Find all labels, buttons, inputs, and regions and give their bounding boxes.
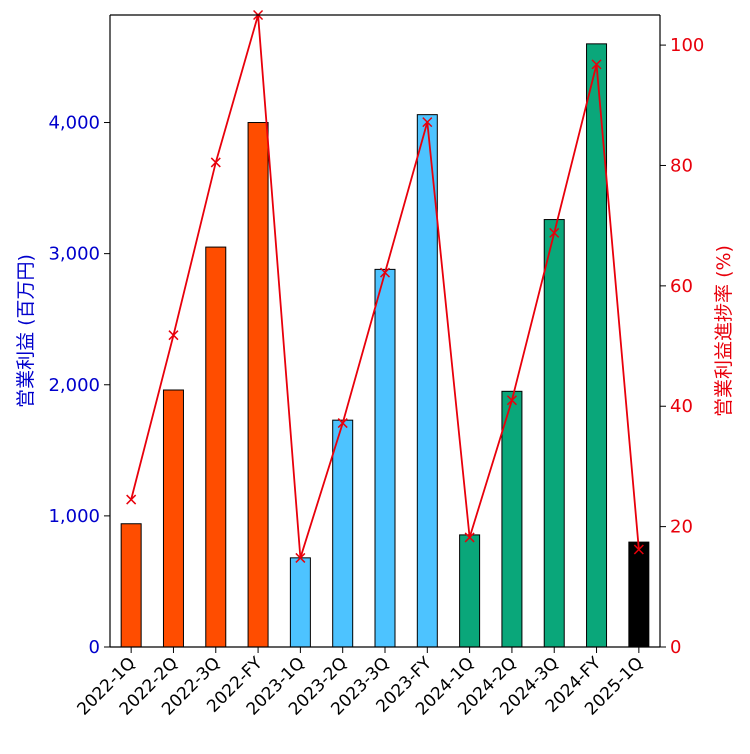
bar-2024-3Q xyxy=(543,219,565,648)
y2-tick-label: 40 xyxy=(670,396,693,417)
progress-marker-stroke xyxy=(422,117,433,128)
y-tick-label: 2,000 xyxy=(48,375,100,396)
bar-2022-2Q xyxy=(162,389,184,648)
bars-layer xyxy=(120,43,650,648)
y-tick-label: 4,000 xyxy=(48,113,100,134)
progress-marker-stroke xyxy=(379,267,391,278)
progress-marker-stroke xyxy=(168,330,179,341)
progress-marker-stroke xyxy=(337,418,348,429)
progress-point-2022-2Q xyxy=(168,330,179,341)
progress-marker-stroke xyxy=(633,544,644,555)
progress-point-2025-1Q xyxy=(633,544,644,555)
y-tick-label: 0 xyxy=(89,637,100,658)
bar-2022-FY xyxy=(247,122,269,648)
y2-tick-label: 60 xyxy=(670,276,693,297)
progress-marker-stroke xyxy=(126,494,137,505)
progress-marker-stroke xyxy=(591,59,602,70)
bar-2022-1Q xyxy=(120,523,142,648)
progress-point-2023-3Q xyxy=(379,267,391,278)
y2-tick-label: 100 xyxy=(670,35,704,56)
progress-point-2022-1Q xyxy=(126,494,137,505)
progress-marker-stroke xyxy=(210,157,221,168)
progress-point-2024-FY xyxy=(591,59,602,70)
progress-point-2024-3Q xyxy=(549,227,560,238)
bar-2023-2Q xyxy=(332,419,354,648)
progress-marker-stroke xyxy=(506,395,517,406)
progress-marker-stroke xyxy=(464,532,475,543)
bar-2022-3Q xyxy=(205,246,227,648)
y2-tick-label: 0 xyxy=(670,637,681,658)
progress-point-2022-3Q xyxy=(210,157,221,168)
progress-point-2023-2Q xyxy=(337,418,348,429)
y2-tick-label: 20 xyxy=(670,517,693,538)
y2-tick-label: 80 xyxy=(670,155,693,176)
progress-point-2023-1Q xyxy=(295,552,306,563)
y-tick-label: 1,000 xyxy=(48,506,100,527)
y-tick-label: 3,000 xyxy=(48,244,100,265)
y-axis-label: 営業利益 (百万円) xyxy=(15,254,37,408)
y2-axis-label: 営業利益進捗率 (%) xyxy=(713,245,735,417)
progress-point-2024-1Q xyxy=(464,532,475,543)
progress-marker-stroke xyxy=(549,227,560,238)
progress-point-2023-FY xyxy=(422,117,433,128)
bar-2023-1Q xyxy=(289,557,311,648)
bar-2024-1Q xyxy=(459,534,481,648)
bar-2023-3Q xyxy=(374,268,396,648)
progress-point-2024-2Q xyxy=(506,395,517,406)
bar-2024-2Q xyxy=(501,390,523,648)
progress-marker-stroke xyxy=(295,552,306,563)
bar-2025-1Q xyxy=(628,541,650,648)
